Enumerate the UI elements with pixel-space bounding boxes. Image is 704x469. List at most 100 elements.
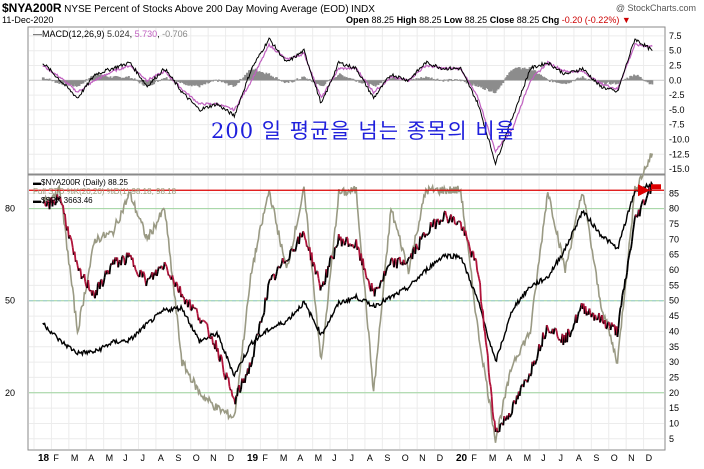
spx-line — [42, 180, 653, 378]
nya200r-segment — [555, 330, 559, 337]
nya200r-segment — [431, 219, 435, 228]
macd-histogram-bar — [624, 78, 627, 81]
x-tick-label: M — [315, 453, 323, 463]
macd-histogram-bar — [538, 73, 541, 81]
macd-histogram-bar — [123, 78, 125, 81]
nya200r-segment — [467, 241, 471, 247]
macd-histogram-bar — [500, 80, 503, 86]
nya200r-segment — [216, 348, 220, 359]
x-tick-label: M — [489, 453, 497, 463]
macd-histogram-bar — [609, 80, 612, 85]
nya200r-segment — [416, 247, 419, 250]
nya200r-segment — [163, 261, 167, 265]
macd-histogram-bar — [113, 76, 116, 81]
main-y-tick-label: 85 — [669, 188, 679, 198]
macd-histogram-bar — [606, 80, 608, 83]
nya200r-segment — [299, 232, 302, 237]
nya200r-segment — [265, 298, 268, 301]
stochastic-line — [42, 153, 654, 443]
nya200r-segment — [639, 203, 643, 209]
macd-histogram-bar — [204, 80, 207, 85]
nya200r-segment — [573, 322, 576, 325]
macd-histogram-bar — [346, 77, 349, 81]
nya200r-segment — [159, 266, 162, 269]
macd-histogram-bar — [642, 80, 645, 81]
nya200r-segment — [451, 217, 454, 223]
macd-histogram-bar — [218, 80, 221, 82]
macd-histogram-bar — [416, 79, 419, 81]
nya200r-segment — [552, 328, 556, 335]
macd-histogram-bar — [105, 76, 108, 81]
macd-histogram-bar — [528, 67, 531, 81]
nya200r-segment — [367, 278, 370, 282]
nya200r-segment — [490, 396, 494, 412]
macd-histogram-bar — [424, 78, 426, 81]
macd-histogram-bar — [284, 80, 287, 83]
nya200r-segment — [122, 255, 125, 259]
macd-histogram-bar — [456, 79, 458, 81]
macd-histogram-bar — [261, 72, 264, 81]
macd-histogram-bar — [564, 80, 567, 84]
nya200r-segment — [466, 239, 470, 243]
nya200r-segment — [193, 306, 196, 310]
nya200r-segment — [365, 274, 368, 280]
macd-histogram-bar — [410, 79, 413, 81]
macd-histogram-bar — [315, 80, 318, 85]
macd-histogram-bar — [435, 79, 438, 81]
macd-histogram-bar — [485, 80, 487, 89]
nya200r-segment — [294, 246, 298, 252]
nya200r-segment — [455, 221, 459, 226]
nya200r-segment — [385, 267, 389, 272]
macd-histogram-bar — [154, 80, 156, 83]
legend-marker-nya: ▬ — [33, 178, 41, 187]
macd-histogram-bar — [377, 80, 380, 86]
macd-histogram-bar — [57, 80, 60, 83]
macd-histogram-bar — [546, 78, 548, 81]
nya200r-segment — [148, 276, 151, 280]
macd-histogram-bar — [536, 73, 539, 81]
nya200r-segment — [445, 214, 449, 219]
nya200r-segment — [447, 221, 450, 224]
macd-histogram-bar — [135, 79, 138, 81]
nya200r-segment — [618, 307, 622, 317]
nya200r-segment — [486, 355, 490, 373]
macd-histogram-bar — [530, 70, 533, 81]
macd-histogram-bar — [128, 78, 131, 81]
nya200r-segment — [478, 278, 481, 284]
macd-histogram-bar — [411, 80, 414, 81]
macd-histogram-bar — [633, 74, 635, 81]
macd-histogram-bar — [198, 80, 201, 88]
x-tick-label: S — [384, 453, 390, 463]
macd-histogram-bar — [463, 80, 466, 83]
macd-histogram-bar — [78, 80, 81, 86]
nya200r-segment — [83, 273, 87, 283]
x-tick-label: J — [332, 453, 337, 463]
macd-histogram-bar — [393, 77, 395, 81]
macd-histogram-bar — [189, 80, 192, 86]
nya200r-segment — [545, 324, 549, 329]
macd-histogram-bar — [357, 80, 360, 82]
macd-y-tick-label: -12.5 — [669, 149, 690, 159]
macd-histogram-bar — [604, 80, 606, 85]
macd-histogram-bar — [207, 80, 210, 84]
macd-histogram-bar — [582, 77, 585, 81]
nya200r-segment — [394, 258, 397, 262]
macd-histogram-bar — [618, 80, 621, 84]
main-y-tick-label: 75 — [669, 219, 679, 229]
main-y-tick-label: 55 — [669, 280, 679, 290]
macd-legend-marker: — — [33, 29, 42, 39]
macd-histogram-bar — [571, 80, 573, 81]
main-layer — [29, 153, 664, 443]
nya200r-segment — [145, 280, 149, 287]
macd-histogram-bar — [176, 80, 179, 81]
nya200r-segment — [260, 316, 264, 323]
macd-histogram-bar — [492, 80, 495, 93]
macd-histogram-bar — [44, 79, 47, 81]
macd-histogram-bar — [269, 76, 272, 81]
nya200r-segment — [511, 403, 514, 414]
macd-histogram-bar — [605, 80, 607, 85]
description: NYSE Percent of Stocks Above 200 Day Mov… — [64, 4, 349, 15]
macd-histogram-bar — [46, 78, 49, 81]
nya200r-segment — [143, 274, 147, 281]
macd-histogram-bar — [138, 80, 141, 84]
